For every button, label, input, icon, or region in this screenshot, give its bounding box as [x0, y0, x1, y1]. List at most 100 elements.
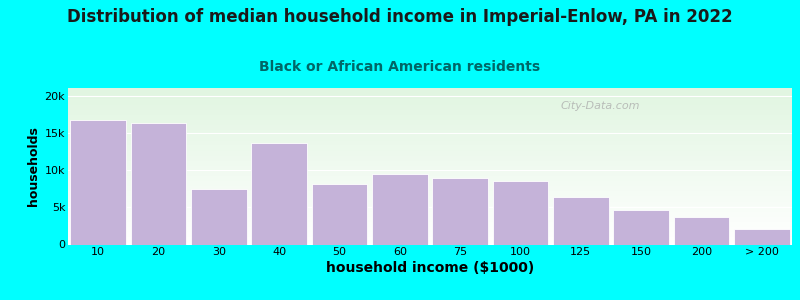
Bar — [68, 104, 792, 105]
Bar — [68, 93, 792, 94]
Bar — [68, 151, 792, 152]
Bar — [68, 223, 792, 224]
Bar — [68, 196, 792, 197]
Bar — [68, 135, 792, 136]
Bar — [68, 218, 792, 219]
Bar — [68, 95, 792, 96]
Bar — [68, 96, 792, 97]
Bar — [68, 188, 792, 189]
Bar — [68, 217, 792, 218]
Bar — [433, 178, 488, 244]
Bar — [68, 132, 792, 133]
Bar — [68, 230, 792, 231]
Bar — [68, 146, 792, 147]
Bar — [68, 236, 792, 237]
Bar — [68, 178, 792, 179]
Bar — [68, 118, 792, 119]
Bar — [312, 184, 367, 244]
Bar — [68, 167, 792, 168]
Bar — [68, 208, 792, 209]
Bar — [68, 202, 792, 203]
Bar — [68, 198, 792, 199]
Bar — [68, 128, 792, 129]
Bar — [68, 145, 792, 146]
Bar — [68, 88, 792, 89]
Bar — [68, 138, 792, 139]
Bar — [68, 175, 792, 176]
Bar — [68, 155, 792, 156]
Bar — [68, 233, 792, 234]
Bar — [68, 241, 792, 242]
Bar — [68, 98, 792, 99]
Bar — [68, 176, 792, 177]
Bar — [68, 105, 792, 106]
Bar — [68, 161, 792, 162]
Bar — [68, 133, 792, 134]
Bar — [68, 222, 792, 223]
Bar — [68, 184, 792, 185]
Bar — [68, 199, 792, 200]
Bar — [68, 127, 792, 128]
Bar — [68, 234, 792, 235]
Y-axis label: households: households — [27, 127, 41, 206]
Bar — [68, 200, 792, 201]
Bar — [68, 139, 792, 140]
Bar — [68, 225, 792, 226]
Bar — [68, 206, 792, 207]
Text: Distribution of median household income in Imperial-Enlow, PA in 2022: Distribution of median household income … — [67, 8, 733, 26]
Text: City-Data.com: City-Data.com — [560, 101, 640, 111]
Bar — [68, 110, 792, 111]
Bar — [68, 195, 792, 196]
Bar — [68, 149, 792, 150]
Bar — [68, 215, 792, 216]
Bar — [68, 156, 792, 157]
Bar — [68, 158, 792, 159]
Bar — [68, 147, 792, 148]
Bar — [68, 202, 792, 203]
Bar — [68, 229, 792, 230]
Bar — [68, 130, 792, 131]
Bar — [68, 114, 792, 115]
Bar — [68, 99, 792, 100]
Bar — [68, 119, 792, 120]
Bar — [191, 189, 246, 244]
Bar — [68, 170, 792, 171]
Bar — [68, 144, 792, 145]
Bar — [68, 115, 792, 116]
Bar — [68, 122, 792, 123]
Bar — [68, 106, 792, 107]
Bar — [68, 211, 792, 212]
Bar — [68, 134, 792, 135]
Bar — [68, 163, 792, 164]
Bar — [372, 174, 427, 244]
Bar — [68, 180, 792, 181]
Bar — [68, 239, 792, 240]
Bar — [68, 168, 792, 169]
Bar — [68, 136, 792, 137]
Bar — [68, 137, 792, 138]
Bar — [68, 141, 792, 142]
Bar — [493, 182, 548, 244]
Bar — [68, 153, 792, 154]
Bar — [68, 210, 792, 211]
Bar — [68, 204, 792, 205]
Bar — [251, 143, 307, 244]
Bar — [68, 212, 792, 213]
Bar — [68, 201, 792, 202]
Bar — [68, 203, 792, 204]
Bar — [68, 142, 792, 143]
Bar — [68, 174, 792, 175]
Bar — [68, 232, 792, 233]
Bar — [68, 205, 792, 206]
Bar — [68, 129, 792, 130]
Bar — [68, 209, 792, 210]
Bar — [68, 242, 792, 243]
X-axis label: household income ($1000): household income ($1000) — [326, 261, 534, 275]
Bar — [68, 113, 792, 114]
Bar — [68, 143, 792, 144]
Bar — [68, 102, 792, 103]
Bar — [68, 221, 792, 222]
Bar — [68, 177, 792, 178]
Bar — [68, 131, 792, 132]
Bar — [68, 164, 792, 165]
